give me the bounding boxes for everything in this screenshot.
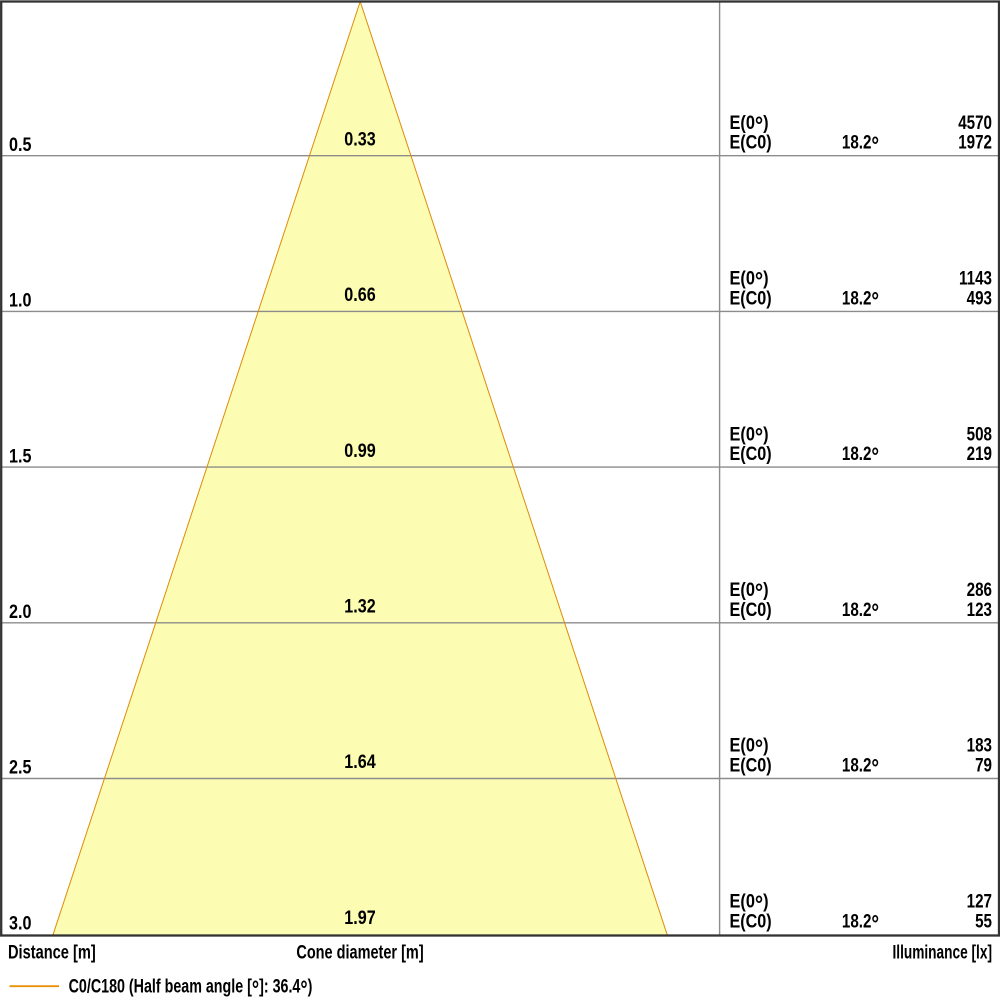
svg-text:18.2°: 18.2° — [842, 287, 879, 315]
svg-text:0.99: 0.99 — [344, 440, 376, 462]
svg-text:219: 219 — [967, 442, 992, 464]
svg-text:1.32: 1.32 — [344, 595, 376, 617]
svg-text:E(C0): E(C0) — [730, 287, 772, 309]
svg-text:C0/C180 (Half beam angle [°]:: C0/C180 (Half beam angle [°]: 36.4°) — [69, 976, 313, 1000]
svg-text:55: 55 — [975, 910, 992, 932]
svg-text:1.0: 1.0 — [9, 289, 32, 311]
svg-text:E(C0): E(C0) — [730, 131, 772, 153]
svg-text:79: 79 — [975, 754, 992, 776]
svg-text:127: 127 — [967, 890, 992, 912]
svg-text:1143: 1143 — [959, 267, 992, 289]
svg-text:E(C0): E(C0) — [730, 599, 772, 621]
svg-text:2.0: 2.0 — [9, 601, 32, 623]
svg-text:508: 508 — [967, 423, 993, 445]
svg-text:1972: 1972 — [958, 131, 992, 153]
svg-text:Cone diameter [m]: Cone diameter [m] — [296, 942, 423, 963]
svg-text:E(C0): E(C0) — [730, 443, 772, 465]
svg-text:E(C0): E(C0) — [730, 910, 772, 932]
svg-text:3.0: 3.0 — [9, 912, 32, 934]
svg-text:Distance [m]: Distance [m] — [8, 942, 96, 963]
svg-text:183: 183 — [967, 734, 992, 756]
svg-text:Illuminance [lx]: Illuminance [lx] — [892, 941, 992, 963]
svg-text:123: 123 — [967, 598, 992, 620]
svg-text:286: 286 — [967, 578, 992, 600]
svg-text:493: 493 — [967, 287, 992, 309]
svg-text:18.2°: 18.2° — [842, 442, 879, 470]
svg-text:18.2°: 18.2° — [842, 754, 879, 782]
svg-text:0.33: 0.33 — [344, 128, 376, 150]
svg-text:18.2°: 18.2° — [842, 910, 879, 938]
svg-text:0.66: 0.66 — [344, 284, 376, 306]
svg-text:1.5: 1.5 — [9, 445, 32, 467]
svg-text:2.5: 2.5 — [9, 756, 32, 778]
svg-text:1.64: 1.64 — [344, 751, 376, 773]
svg-text:0.5: 0.5 — [9, 134, 32, 156]
svg-text:4570: 4570 — [958, 111, 992, 133]
svg-text:1.97: 1.97 — [344, 907, 376, 929]
svg-text:18.2°: 18.2° — [842, 131, 879, 159]
svg-text:18.2°: 18.2° — [842, 598, 879, 626]
svg-text:E(C0): E(C0) — [730, 754, 772, 776]
